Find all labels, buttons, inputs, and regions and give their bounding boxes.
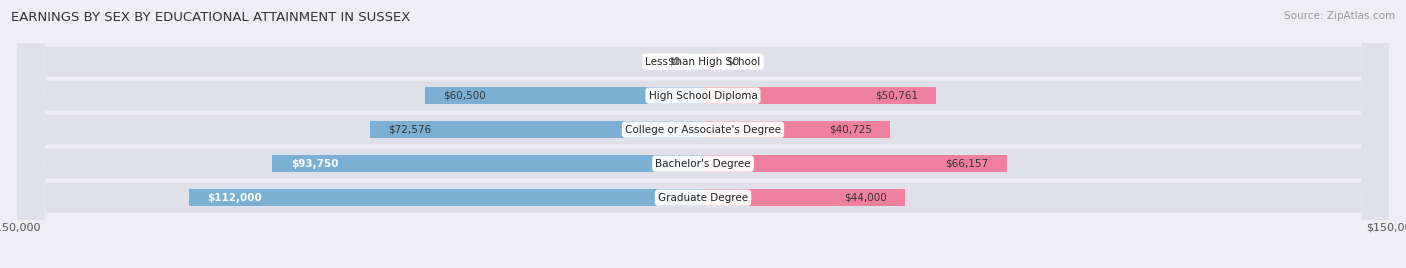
- Bar: [703, 121, 890, 139]
- Text: $40,725: $40,725: [828, 125, 872, 135]
- Bar: [188, 189, 703, 206]
- Text: $60,500: $60,500: [443, 91, 486, 100]
- Bar: [689, 53, 703, 70]
- Text: $72,576: $72,576: [388, 125, 432, 135]
- FancyBboxPatch shape: [17, 0, 1389, 268]
- Text: $50,761: $50,761: [875, 91, 918, 100]
- Text: $93,750: $93,750: [291, 159, 339, 169]
- Text: Source: ZipAtlas.com: Source: ZipAtlas.com: [1284, 11, 1395, 21]
- Text: $66,157: $66,157: [945, 159, 988, 169]
- Text: $0: $0: [725, 57, 740, 66]
- Bar: [425, 87, 703, 105]
- Bar: [273, 155, 703, 173]
- Bar: [703, 87, 936, 105]
- Text: $112,000: $112,000: [207, 193, 262, 203]
- FancyBboxPatch shape: [17, 0, 1389, 268]
- Text: Less than High School: Less than High School: [645, 57, 761, 66]
- Bar: [703, 189, 905, 206]
- FancyBboxPatch shape: [17, 0, 1389, 268]
- Text: $0: $0: [666, 57, 681, 66]
- Text: High School Diploma: High School Diploma: [648, 91, 758, 100]
- Text: College or Associate's Degree: College or Associate's Degree: [626, 125, 780, 135]
- Bar: [703, 155, 1007, 173]
- Bar: [370, 121, 703, 139]
- Bar: [703, 53, 717, 70]
- Text: $44,000: $44,000: [844, 193, 887, 203]
- Text: Graduate Degree: Graduate Degree: [658, 193, 748, 203]
- Text: Bachelor's Degree: Bachelor's Degree: [655, 159, 751, 169]
- FancyBboxPatch shape: [17, 0, 1389, 268]
- FancyBboxPatch shape: [17, 0, 1389, 268]
- Text: EARNINGS BY SEX BY EDUCATIONAL ATTAINMENT IN SUSSEX: EARNINGS BY SEX BY EDUCATIONAL ATTAINMEN…: [11, 11, 411, 24]
